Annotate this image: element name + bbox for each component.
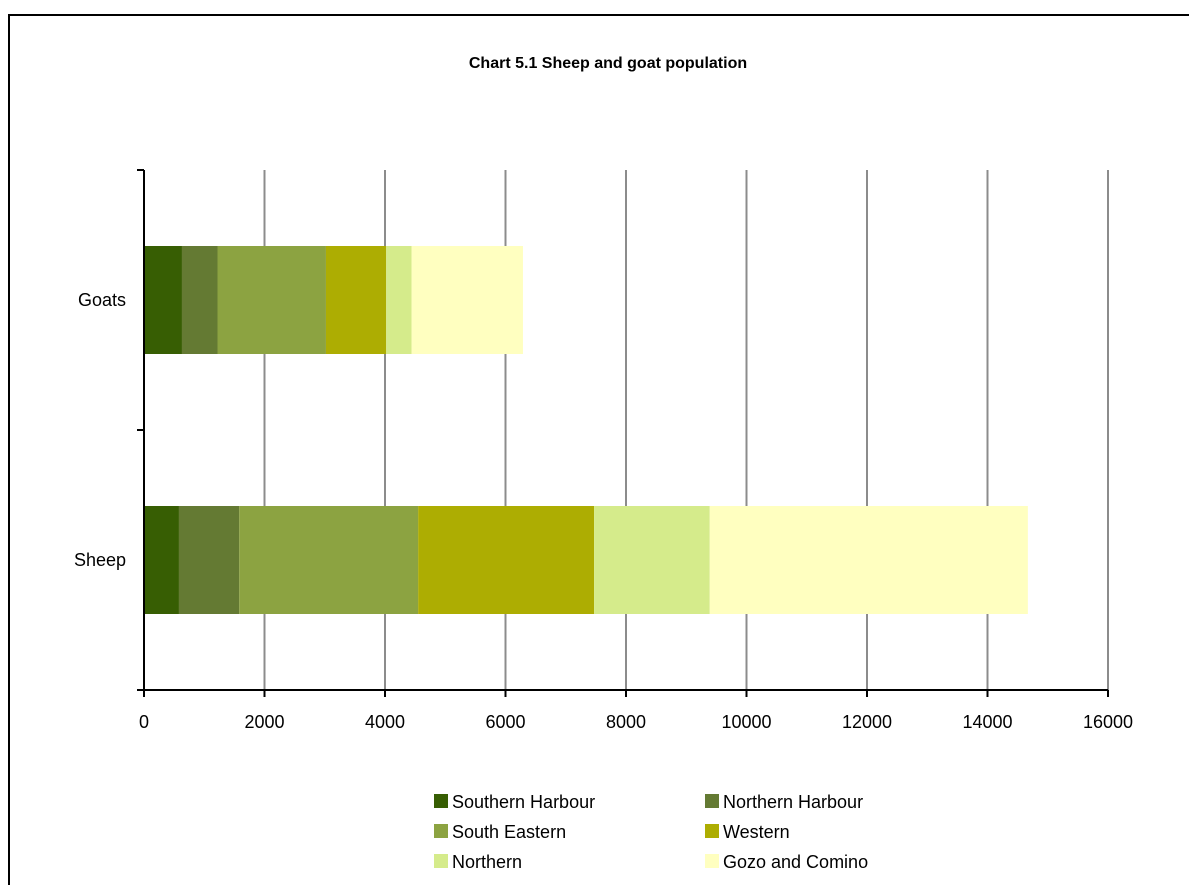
legend-label: Northern Harbour — [723, 792, 863, 812]
y-tick-label: Sheep — [74, 550, 126, 570]
x-tick-label: 16000 — [1083, 712, 1133, 732]
axes: Goats Sheep 0 2000 4000 6000 8000 10000 12000 140… — [74, 169, 1133, 732]
bar-segment — [239, 506, 419, 614]
y-tick-label: Goats — [78, 290, 126, 310]
legend-swatch — [705, 854, 719, 868]
legend-label: Northern — [452, 852, 522, 872]
legend-swatch — [434, 824, 448, 838]
bar-segment — [144, 246, 182, 354]
bar-segment — [325, 246, 387, 354]
legend-swatch — [705, 794, 719, 808]
x-tick-label: 10000 — [721, 712, 771, 732]
legend-label: South Eastern — [452, 822, 566, 842]
bar-segment — [386, 246, 412, 354]
x-tick-label: 14000 — [962, 712, 1012, 732]
x-tick-label: 12000 — [842, 712, 892, 732]
x-tick-label: 6000 — [485, 712, 525, 732]
x-tick-label: 2000 — [244, 712, 284, 732]
legend-label: Gozo and Comino — [723, 852, 868, 872]
x-tick-label: 4000 — [365, 712, 405, 732]
chart-title: Chart 5.1 Sheep and goat population — [469, 55, 747, 72]
legend-label: Southern Harbour — [452, 792, 595, 812]
bar-segment — [709, 506, 1028, 614]
bar-segment — [594, 506, 710, 614]
x-tick-label: 8000 — [606, 712, 646, 732]
bar-segment — [418, 506, 595, 614]
bar-segment — [181, 246, 218, 354]
chart-frame — [8, 14, 1189, 885]
bar-segment — [178, 506, 240, 614]
legend-swatch — [705, 824, 719, 838]
bar-segment — [217, 246, 326, 354]
legend: Southern Harbour Northern Harbour South Ea… — [434, 792, 868, 872]
legend-label: Western — [723, 822, 790, 842]
bar-segment — [144, 506, 179, 614]
x-tick-label: 0 — [139, 712, 149, 732]
legend-swatch — [434, 794, 448, 808]
bars — [144, 246, 1028, 614]
bar-segment — [411, 246, 523, 354]
legend-swatch — [434, 854, 448, 868]
